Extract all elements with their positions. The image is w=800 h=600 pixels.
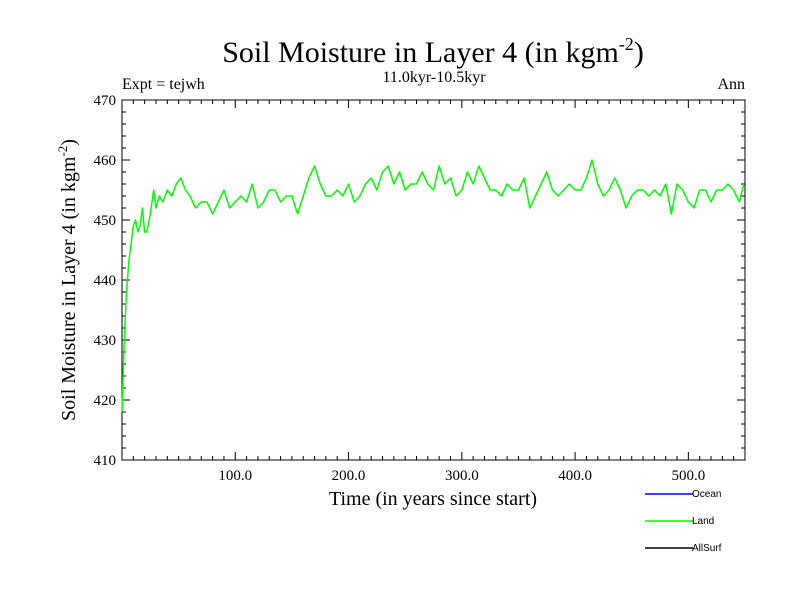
y-tick-label: 460 (94, 153, 117, 169)
chart-subtitle: 11.0kyr-10.5kyr (382, 69, 486, 86)
legend: Ocean Land AllSurf (645, 489, 722, 554)
x-tick-label: 500.0 (671, 468, 705, 484)
axis-ticks: 100.0 200.0 300.0 400.0 500.0 410 420 430 440 450… (94, 93, 745, 484)
y-tick-label: 450 (94, 213, 117, 229)
x-tick-label: 300.0 (445, 468, 479, 484)
y-axis-label: Soil Moisture in Layer 4 (in kgm-2) (55, 139, 80, 421)
experiment-label: Expt = tejwh (122, 76, 205, 93)
x-tick-label: 400.0 (558, 468, 592, 484)
y-tick-label: 470 (94, 93, 117, 109)
x-axis-label: Time (in years since start) (329, 488, 537, 510)
series-line-land (121, 159, 745, 413)
x-tick-label: 200.0 (332, 468, 366, 484)
legend-label-ocean: Ocean (692, 489, 721, 500)
plot-frame (121, 99, 746, 461)
legend-label-allsurf: AllSurf (692, 543, 722, 554)
chart-title: Soil Moisture in Layer 4 (in kgm-2) (222, 34, 644, 69)
x-tick-label: 100.0 (218, 468, 252, 484)
legend-label-land: Land (692, 516, 714, 527)
y-tick-label: 410 (94, 453, 117, 469)
y-tick-label: 440 (94, 273, 117, 289)
series-layer (121, 159, 745, 413)
season-label: Ann (717, 76, 745, 93)
plot-area: 100.0 200.0 300.0 400.0 500.0 410 420 430 440 450… (94, 93, 746, 484)
y-tick-label: 430 (94, 333, 117, 349)
y-tick-label: 420 (94, 393, 117, 409)
